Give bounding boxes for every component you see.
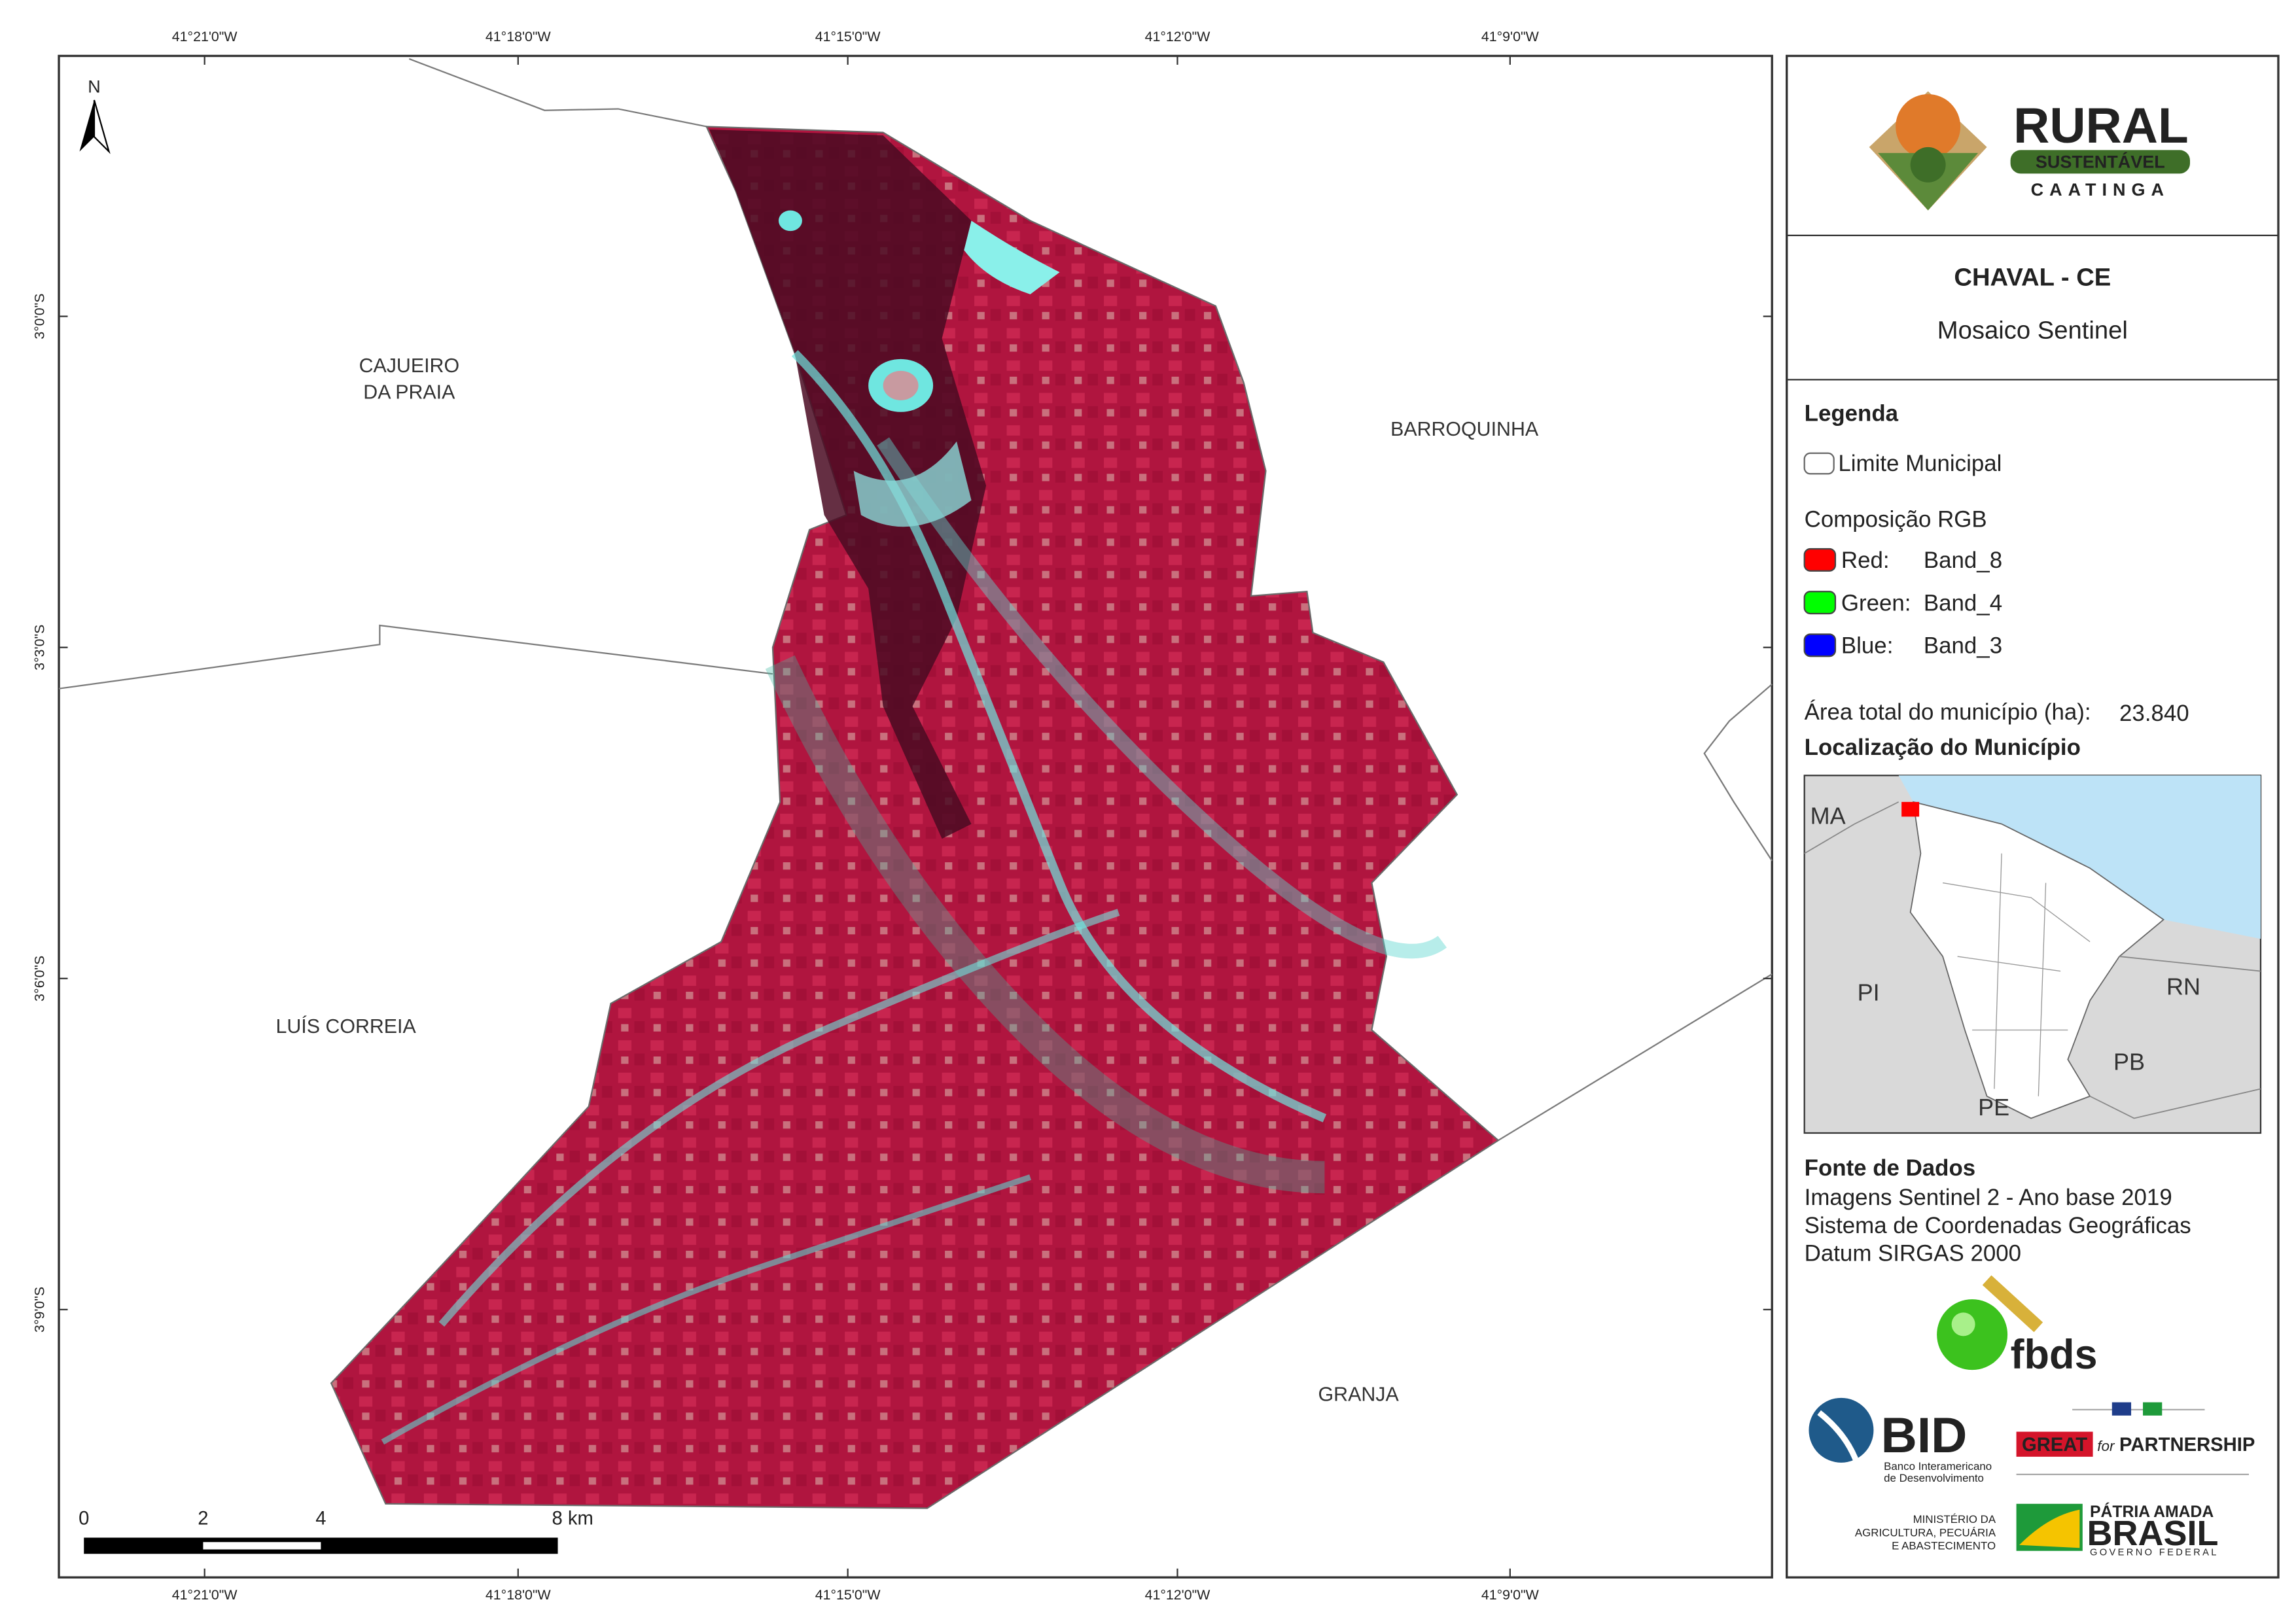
inset-label: RN [2166, 973, 2200, 1000]
place-label: BARROQUINHA [1390, 419, 1539, 440]
scale-label: 2 [198, 1508, 208, 1529]
legend-title: Legenda [1805, 400, 1899, 426]
great-logo: GREAT for PARTNERSHIP [2016, 1402, 2255, 1475]
sources-line: Sistema de Coordenadas Geográficas [1805, 1213, 2191, 1238]
brasil-sub: GOVERNO FEDERAL [2090, 1548, 2219, 1558]
municipal-boundaries [58, 58, 1773, 1142]
inset-label: PB [2113, 1048, 2145, 1075]
top-coord-label: 41°12'0"W [1145, 29, 1211, 44]
location-title: Localização do Município [1805, 735, 2081, 760]
place-label: GRANJA [1318, 1384, 1400, 1405]
band-channel: Green: [1841, 590, 1911, 616]
logo-name: RURAL [2013, 98, 2189, 154]
government-logos: MINISTÉRIO DA AGRICULTURA, PECUÁRIA E AB… [1855, 1503, 2219, 1558]
bottom-coord-label: 41°21'0"W [172, 1587, 238, 1603]
brasil-top: PÁTRIA AMADA [2090, 1503, 2214, 1521]
scale-label: 8 km [552, 1508, 593, 1529]
fbds-logo: fbds [1937, 1275, 2098, 1378]
scale-bar: 0 2 4 8 km [79, 1508, 593, 1554]
scale-label: 4 [315, 1508, 326, 1529]
left-coord-label: 3°6'0"S [32, 956, 48, 1002]
bid-sub: Banco Interamericano [1884, 1460, 1992, 1473]
top-coord-label: 41°21'0"W [172, 29, 238, 44]
place-label: CAJUEIRO [359, 355, 460, 377]
top-coord-label: 41°9'0"W [1481, 29, 1540, 44]
bottom-coord-label: 41°15'0"W [815, 1587, 881, 1603]
area-label: Área total do município (ha): [1805, 699, 2091, 725]
inset-label: MA [1810, 803, 1846, 829]
legend-label: Limite Municipal [1838, 451, 2002, 476]
great-text: GREAT [2022, 1435, 2087, 1456]
bid-sub: de Desenvolvimento [1884, 1472, 1984, 1484]
sources-title: Fonte de Dados [1805, 1155, 1975, 1181]
rgb-legend: Red: Band_8 Green: Band_4 Blue: Band_3 [1803, 548, 2002, 659]
ministry-text: AGRICULTURA, PECUÁRIA [1855, 1526, 1996, 1539]
bottom-coord-label: 41°12'0"W [1145, 1587, 1211, 1603]
panel-title: CHAVAL - CE [1954, 263, 2111, 291]
left-coord-label: 3°0'0"S [32, 294, 48, 340]
band-swatch [1803, 591, 1837, 615]
ministry-text: E ABASTECIMENTO [1892, 1540, 1996, 1552]
bottom-coord-label: 41°18'0"W [486, 1587, 552, 1603]
legend-swatch [1803, 452, 1835, 475]
place-label: LUÍS CORREIA [275, 1016, 416, 1038]
band-name: Band_8 [1924, 548, 2002, 573]
place-label: DA PRAIA [363, 382, 455, 404]
fbds-text: fbds [2011, 1332, 2098, 1378]
logo-ribbon: SUSTENTÁVEL [2036, 151, 2165, 171]
panel-subtitle: Mosaico Sentinel [1937, 316, 2128, 344]
left-coord-label: 3°9'0"S [32, 1287, 48, 1333]
band-channel: Red: [1841, 548, 1890, 573]
great-for: for [2097, 1438, 2115, 1454]
great-partnership: PARTNERSHIP [2119, 1435, 2255, 1456]
north-label: N [88, 77, 101, 97]
band-swatch [1803, 633, 1837, 657]
sentinel-mosaic [330, 126, 1500, 1509]
sources-line: Datum SIRGAS 2000 [1805, 1241, 2021, 1266]
ministry-text: MINISTÉRIO DA [1913, 1513, 1996, 1526]
band-channel: Blue: [1841, 633, 1893, 659]
band-name: Band_3 [1924, 633, 2002, 659]
sources-line: Imagens Sentinel 2 - Ano base 2019 [1805, 1185, 2172, 1210]
bottom-coord-label: 41°9'0"W [1481, 1587, 1540, 1603]
left-coord-label: 3°3'0"S [32, 625, 48, 671]
rural-logo: RURAL SUSTENTÁVEL CAATINGA [1869, 91, 2191, 211]
scale-label: 0 [79, 1508, 89, 1529]
top-coord-label: 41°18'0"W [486, 29, 552, 44]
north-arrow: N [79, 77, 111, 154]
bid-logo: BID Banco Interamericano de Desenvolvime… [1809, 1397, 1992, 1484]
legend-subtitle: Composição RGB [1805, 506, 1987, 532]
logo-sub: CAATINGA [2031, 180, 2170, 200]
inset-label: PI [1858, 979, 1880, 1006]
bid-text: BID [1881, 1408, 1968, 1463]
top-coord-label: 41°15'0"W [815, 29, 881, 44]
band-name: Band_4 [1924, 590, 2002, 616]
band-swatch [1803, 548, 1837, 572]
inset-label: PE [1978, 1094, 2009, 1121]
brasil-text: BRASIL [2087, 1514, 2219, 1553]
area-value: 23.840 [2119, 701, 2189, 726]
graticule-ticks [59, 56, 1773, 1578]
inset-map: MA PI RN PB PE [1803, 775, 2262, 1134]
